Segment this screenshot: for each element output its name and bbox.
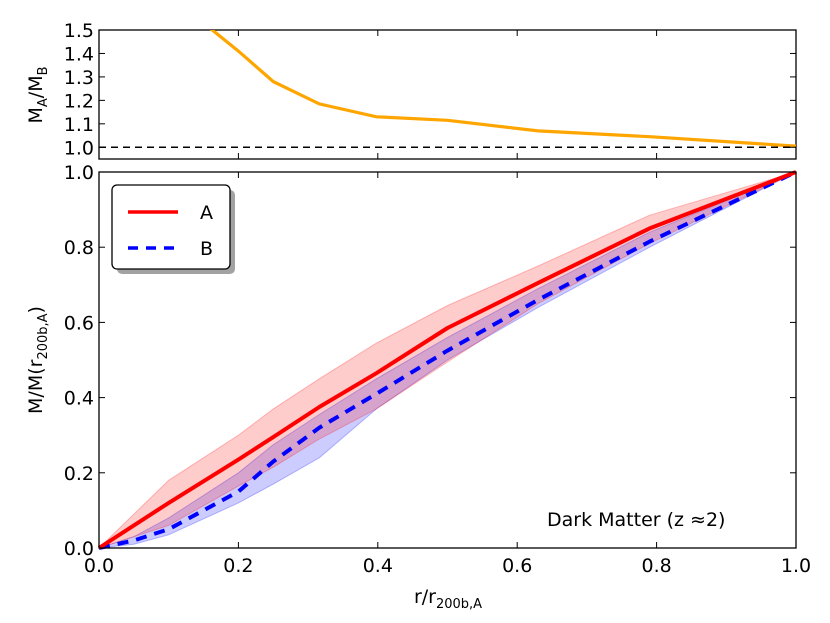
series-b-line	[98, 170, 797, 550]
legend-box	[111, 184, 231, 270]
ratio-y-tick-label: 1.2	[64, 90, 94, 112]
legend: A B	[111, 184, 235, 274]
ratio-plot-area	[99, 30, 796, 149]
main-y-tick-label: 0.2	[64, 463, 94, 485]
main-x-tick-label: 0.6	[502, 555, 532, 577]
series-a-line	[97, 170, 797, 550]
main-y-tick-label: 0.8	[64, 237, 94, 259]
main-y-tick-label: 0.0	[64, 538, 94, 560]
main-panel: 0.0 0.2 0.4 0.6 0.8 1.0 0.0 0.2 0.4 0.6 0.8 1.0 M/…	[25, 162, 811, 612]
main-x-axis-label: r/r200b,A	[414, 586, 482, 612]
ratio-y-tick-label: 1.3	[64, 67, 94, 89]
ratio-y-tick-label: 1.5	[64, 20, 94, 42]
ratio-panel: 1.01.11.21.31.41.5 MA/MB	[25, 20, 797, 160]
main-y-tick-label: 0.6	[64, 312, 94, 334]
annotation-text: Dark Matter (z ≈2)	[547, 509, 725, 531]
main-y-ticks: 0.0 0.2 0.4 0.6 0.8 1.0	[64, 162, 796, 560]
legend-label-b: B	[200, 238, 213, 260]
ratio-y-axis-label: MA/MB	[25, 66, 51, 123]
main-x-tick-label: 0.0	[84, 555, 114, 577]
ratio-y-tick-label: 1.4	[64, 43, 94, 65]
ratio-x-ticks	[98, 30, 797, 159]
ratio-y-tick-label: 1.1	[64, 114, 94, 136]
main-y-tick-label: 0.4	[64, 388, 94, 410]
main-x-tick-label: 0.8	[641, 555, 671, 577]
ratio-series-line	[209, 30, 796, 148]
main-y-tick-label: 1.0	[64, 162, 94, 184]
main-x-ticks: 0.0 0.2 0.4 0.6 0.8 1.0	[84, 172, 811, 577]
main-panel-frame	[98, 171, 797, 549]
legend-label-a: A	[200, 202, 213, 224]
ratio-panel-frame	[98, 29, 797, 160]
ratio-y-tick-label: 1.0	[64, 137, 94, 159]
main-x-tick-label: 1.0	[781, 555, 811, 577]
main-x-tick-label: 0.2	[223, 555, 253, 577]
main-y-axis-label: M/M(r200b,A)	[25, 306, 51, 414]
ratio-y-ticks: 1.01.11.21.31.41.5	[64, 20, 796, 159]
main-x-tick-label: 0.4	[363, 555, 393, 577]
